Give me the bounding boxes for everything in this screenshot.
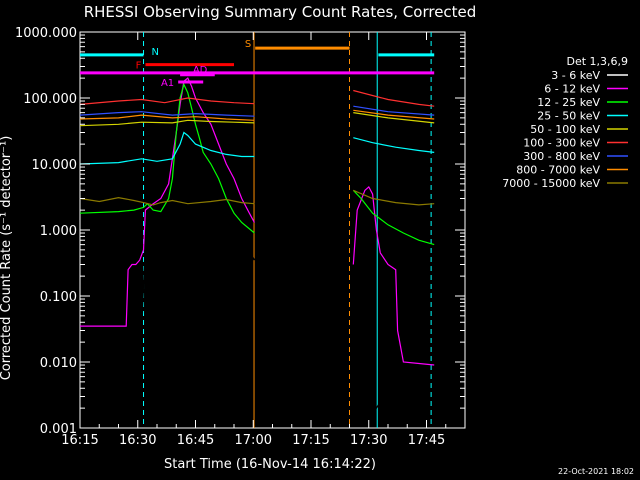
series-line-1-0 — [80, 77, 255, 327]
series-line-2-1 — [352, 189, 435, 246]
legend-title: Det 1,3,6,9 — [566, 55, 628, 68]
series-8 — [79, 189, 435, 206]
y-tick-label-1: 100.000 — [23, 92, 77, 107]
series-6 — [79, 105, 435, 117]
series-line-3-0 — [79, 131, 255, 165]
x-tick-label-3: 17:00 — [235, 433, 272, 448]
chart-title: RHESSI Observing Summary Count Rates, Co… — [84, 3, 477, 21]
series-2 — [79, 82, 435, 246]
series-7 — [79, 109, 435, 121]
series-0 — [133, 157, 391, 417]
series-3 — [79, 131, 435, 165]
flag-label-0: N — [152, 47, 159, 58]
legend-label-2: 12 - 25 keV — [537, 96, 600, 109]
y-tick-label-6: 0.001 — [40, 422, 77, 437]
flag-label-5: A1 — [161, 78, 174, 89]
legend-label-7: 800 - 7000 keV — [516, 164, 600, 177]
x-axis: 16:15 16:30 16:45 17:00 17:15 17:30 17:45 — [61, 32, 466, 448]
legend-label-0: 3 - 6 keV — [551, 69, 600, 82]
y-tick-label-2: 10.000 — [32, 158, 78, 173]
x-tick-label-2: 16:45 — [177, 433, 214, 448]
series-5 — [79, 89, 435, 107]
x-tick-label-1: 16:30 — [119, 433, 156, 448]
flag-label-4: AD — [193, 65, 208, 76]
legend-label-4: 50 - 100 keV — [530, 123, 600, 136]
flag-label-3: S — [245, 39, 251, 50]
series-line-2-0 — [79, 82, 255, 234]
y-tick-label-3: 1.000 — [40, 224, 77, 239]
series-line-5-1 — [353, 89, 435, 107]
legend-label-1: 6 - 12 keV — [544, 83, 600, 96]
series-line-0-0 — [133, 157, 255, 343]
y-tick-label-5: 0.010 — [40, 356, 77, 371]
legend-label-6: 300 - 800 keV — [523, 150, 600, 163]
series-line-6-1 — [353, 105, 435, 116]
series-group — [79, 77, 435, 417]
series-line-6-0 — [79, 111, 255, 117]
series-line-8-0 — [79, 196, 255, 206]
plot-area: NF S AD A1 — [79, 31, 466, 429]
series-4 — [79, 112, 435, 127]
series-line-7-0 — [79, 114, 255, 121]
x-axis-label: Start Time (16-Nov-14 16:14:22) — [164, 457, 376, 472]
y-axis-label: Corrected Count Rate (s⁻¹ detector⁻¹) — [0, 136, 14, 381]
y-axis: 1000.000 100.000 10.000 1.000 0.100 0.010 0.00… — [15, 26, 465, 437]
legend-label-8: 7000 - 15000 keV — [502, 177, 600, 190]
x-tick-label-5: 17:30 — [350, 433, 387, 448]
series-line-5-0 — [79, 97, 255, 105]
y-tick-label-0: 1000.000 — [15, 26, 77, 41]
date-stamp: 22-Oct-2021 18:02 — [558, 467, 634, 476]
flag-label-2: F — [136, 61, 142, 72]
series-line-4-1 — [353, 112, 435, 124]
series-line-4-0 — [79, 119, 255, 127]
x-tick-label-0: 16:15 — [61, 433, 98, 448]
series-line-7-1 — [353, 109, 435, 120]
series-line-8-1 — [353, 189, 435, 206]
series-1 — [80, 77, 435, 366]
flag-bars: NF S AD A1 — [80, 39, 435, 89]
vertical-markers — [143, 32, 432, 428]
y-tick-label-4: 0.100 — [40, 290, 77, 305]
x-tick-label-6: 17:45 — [408, 433, 445, 448]
series-line-3-1 — [353, 137, 435, 153]
series-line-0-1 — [352, 278, 391, 417]
legend-label-3: 25 - 50 keV — [537, 110, 600, 123]
legend-label-5: 100 - 300 keV — [523, 137, 600, 150]
series-line-1-1 — [352, 185, 435, 366]
x-tick-label-4: 17:15 — [292, 433, 329, 448]
